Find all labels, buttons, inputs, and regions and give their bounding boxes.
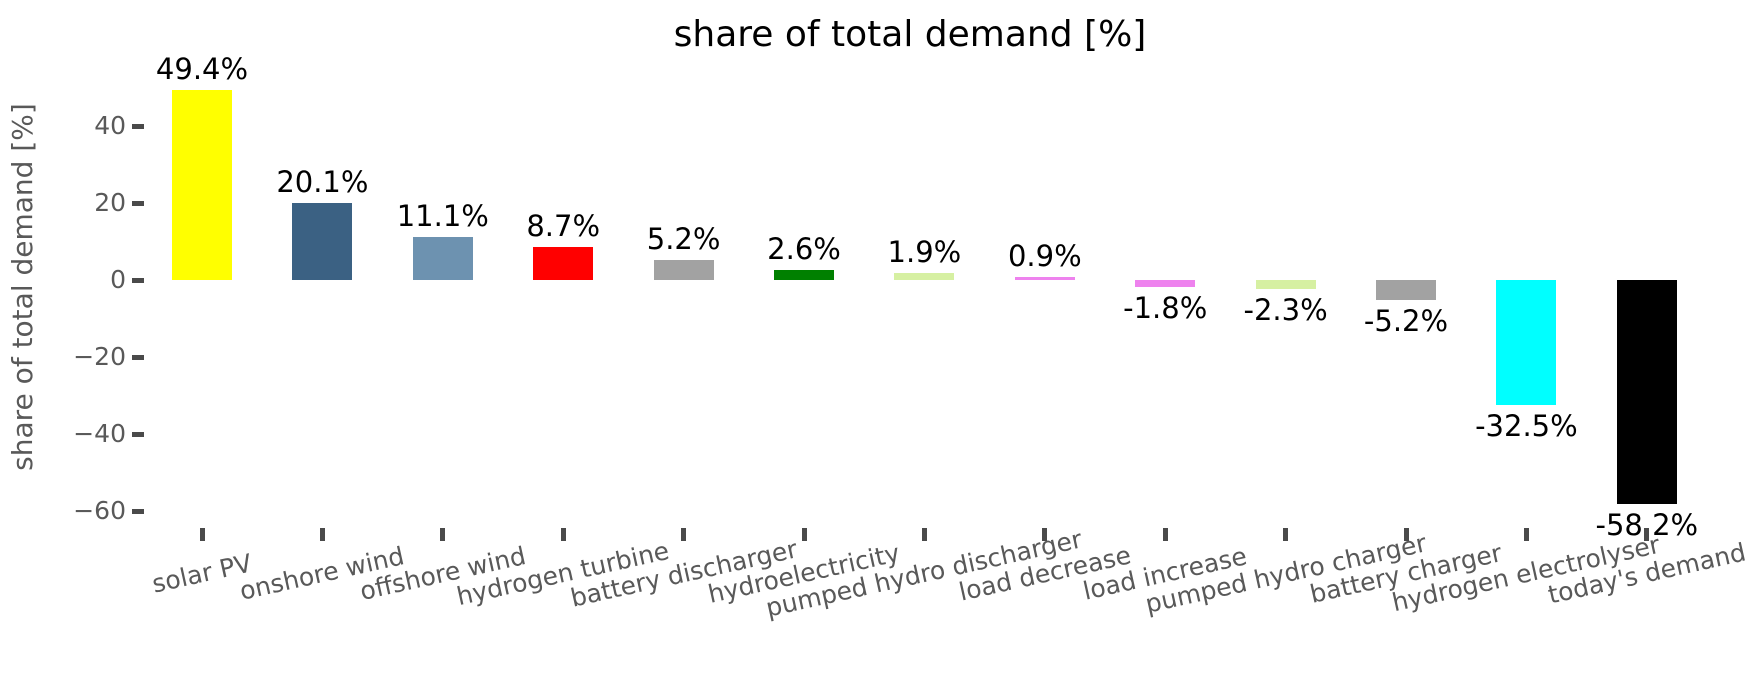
x-tick-mark: [319, 528, 325, 541]
y-tick-mark: [132, 354, 144, 360]
bar-value-label: 20.1%: [276, 164, 369, 199]
bar-battery-charger: [1376, 280, 1436, 301]
bar-load-increase: [1135, 280, 1196, 287]
x-tick-mark: [1162, 528, 1168, 541]
chart-title: share of total demand [%]: [673, 14, 1147, 55]
y-tick-mark: [132, 200, 144, 206]
x-tick-mark: [681, 528, 687, 541]
y-tick-label: −40: [73, 419, 126, 448]
x-tick-mark: [199, 528, 205, 541]
x-tick-mark: [1523, 528, 1529, 541]
bar-pumped-hydro-charger: [1255, 280, 1316, 289]
y-tick-label: 40: [94, 111, 126, 140]
y-tick-label: −60: [73, 496, 126, 525]
bar-value-label: -32.5%: [1475, 409, 1578, 444]
bar-battery-discharger: [653, 259, 714, 280]
bar-hydroelectricity: [774, 269, 834, 280]
bar-value-label: -5.2%: [1363, 304, 1449, 339]
bar-hydrogen-electrolyser: [1496, 280, 1557, 406]
bar-hydrogen-turbine: [533, 246, 594, 280]
x-tick-mark: [560, 528, 566, 541]
x-tick-mark: [1283, 528, 1289, 541]
bar-offshore-wind: [412, 237, 473, 280]
bar-value-label: 5.2%: [646, 221, 721, 256]
y-tick-mark: [132, 508, 144, 514]
bar-pumped-hydro-discharger: [894, 272, 955, 280]
bar-value-label: 2.6%: [767, 231, 841, 266]
bar-value-label: -2.3%: [1243, 292, 1328, 327]
bar-value-label: -1.8%: [1123, 290, 1208, 325]
y-tick-mark: [132, 277, 144, 283]
x-tick-mark: [921, 528, 927, 541]
bar-onshore-wind: [292, 202, 353, 280]
x-tick-mark: [1644, 528, 1650, 541]
y-tick-mark: [132, 431, 144, 437]
y-tick-label: 0: [110, 265, 126, 294]
x-tick-mark: [1042, 528, 1048, 541]
bar-solar-pv: [172, 89, 232, 280]
bar-value-label: 8.7%: [526, 208, 601, 243]
x-tick-mark: [801, 528, 807, 541]
bar-value-label: 1.9%: [887, 234, 962, 269]
bar-load-decrease: [1014, 276, 1075, 280]
bar-value-label: 11.1%: [396, 199, 489, 234]
bar-today-s-demand: [1616, 280, 1677, 505]
y-tick-mark: [132, 123, 144, 129]
y-tick-label: 20: [94, 188, 126, 217]
y-tick-label: −20: [73, 342, 126, 371]
bar-value-label: 49.4%: [155, 51, 249, 86]
x-tick-mark: [440, 528, 446, 541]
bar-value-label: 0.9%: [1007, 238, 1082, 273]
x-tick-mark: [1403, 528, 1409, 541]
